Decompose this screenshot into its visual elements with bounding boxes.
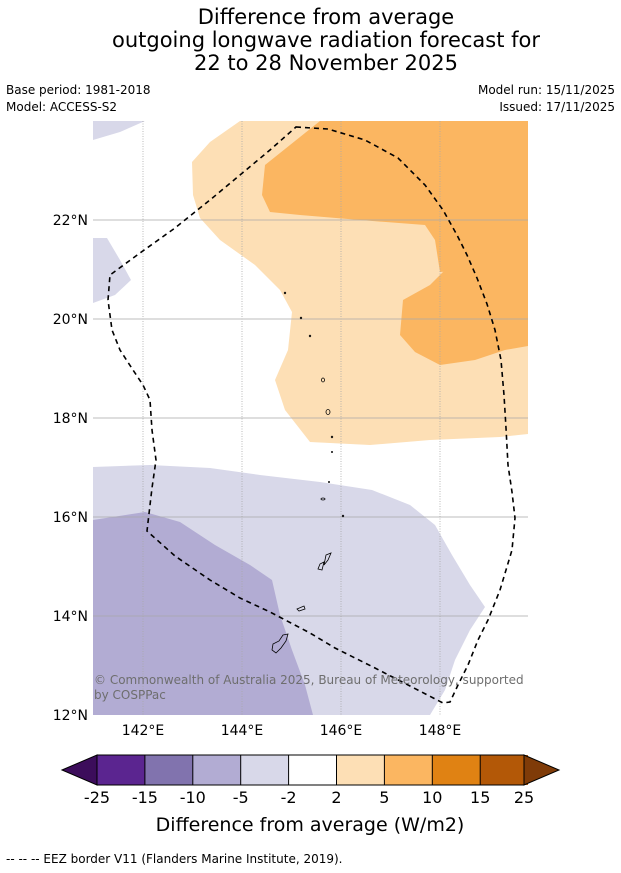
colorbar-dividers xyxy=(144,755,481,785)
lat-axis: 22°N 20°N 18°N 16°N 14°N 12°N xyxy=(53,213,88,724)
lat-label: 18°N xyxy=(53,411,88,427)
meta-right: Model run: 15/11/2025 Issued: 17/11/2025 xyxy=(478,82,615,116)
island-sarigan xyxy=(327,480,330,483)
colorbar-segment xyxy=(192,755,241,785)
copyright-line-1: © Commonwealth of Australia 2025, Bureau… xyxy=(94,673,524,687)
anomaly-region-mid-purple xyxy=(93,512,313,715)
colorbar-segment xyxy=(384,755,433,785)
lon-label: 144°E xyxy=(221,723,264,739)
island-saipan xyxy=(323,552,332,566)
colorbar-tick: -5 xyxy=(233,788,249,807)
copyright-line-2: by COSPPac xyxy=(94,688,166,702)
colorbar-segment xyxy=(432,755,481,785)
colorbar-segment xyxy=(288,755,337,785)
island-outlines xyxy=(271,291,345,654)
title-line-3: 22 to 28 November 2025 xyxy=(194,51,458,75)
island-asuncion xyxy=(308,334,312,338)
title-line-2: outgoing longwave radiation forecast for xyxy=(111,28,541,52)
colorbar: -25 -15 -10 -5 -2 2 5 10 15 25 Differenc… xyxy=(60,754,561,836)
colorbar-tick: -2 xyxy=(281,788,297,807)
colorbar-tick: -15 xyxy=(132,788,158,807)
model-run: Model run: 15/11/2025 xyxy=(477,83,615,97)
anomaly-region-light-purple-nw xyxy=(93,121,145,140)
title-line-1: Difference from average xyxy=(197,5,455,29)
base-period: Base period: 1981-2018 xyxy=(6,83,151,97)
colorbar-segment xyxy=(144,755,193,785)
island-anatahan xyxy=(320,497,326,501)
island-guam xyxy=(271,633,289,654)
colorbar-segment xyxy=(480,755,528,785)
graticule xyxy=(93,121,528,715)
island-agrihan xyxy=(321,377,325,383)
lon-label: 148°E xyxy=(419,723,462,739)
colorbar-extend-high xyxy=(523,754,561,786)
island-rota xyxy=(296,605,306,612)
island-farallon-de-pajaros xyxy=(283,291,287,295)
lon-label: 146°E xyxy=(320,723,363,739)
colorbar-tick: 10 xyxy=(422,788,442,807)
lat-label: 20°N xyxy=(53,312,88,328)
eez-legend-note: -- -- -- EEZ border V11 (Flanders Marine… xyxy=(6,852,343,866)
lat-label: 16°N xyxy=(53,510,88,526)
lat-label: 14°N xyxy=(53,609,88,625)
meta-left: Base period: 1981-2018 Model: ACCESS-S2 xyxy=(6,82,151,116)
island-pagan xyxy=(325,409,331,415)
issued-date: Issued: 17/11/2025 xyxy=(499,100,615,114)
chart-title: Difference from average outgoing longwav… xyxy=(0,6,621,75)
island-guguan xyxy=(330,450,333,453)
colorbar-segment xyxy=(240,755,289,785)
island-maug xyxy=(299,316,303,320)
colorbar-tick: 5 xyxy=(379,788,389,807)
eez-border xyxy=(107,126,516,704)
colorbar-frame xyxy=(96,754,525,786)
anomaly-region-mid-orange-north xyxy=(262,121,528,272)
colorbar-title: Difference from average (W/m2) xyxy=(156,814,465,836)
lon-axis: 142°E 144°E 146°E 148°E xyxy=(122,723,462,739)
colorbar-tick: -25 xyxy=(84,788,110,807)
anomaly-region-light-purple-w xyxy=(93,238,131,303)
model-name: Model: ACCESS-S2 xyxy=(6,100,118,114)
colorbar-tick: 2 xyxy=(331,788,341,807)
lon-label: 142°E xyxy=(122,723,165,739)
colorbar-segment xyxy=(97,755,145,785)
colorbar-tick: 15 xyxy=(470,788,490,807)
colorbar-tick: 25 xyxy=(514,788,534,807)
lat-label: 12°N xyxy=(53,708,88,724)
lat-label: 22°N xyxy=(53,213,88,229)
island-tinian xyxy=(317,561,325,571)
anomaly-region-mid-orange-east xyxy=(400,250,528,365)
colorbar-segment xyxy=(336,755,385,785)
colorbar-tick: -10 xyxy=(180,788,206,807)
colorbar-extend-low xyxy=(60,754,98,786)
island-farallon-de-medinilla xyxy=(341,514,345,518)
island-alamagan xyxy=(330,435,334,439)
